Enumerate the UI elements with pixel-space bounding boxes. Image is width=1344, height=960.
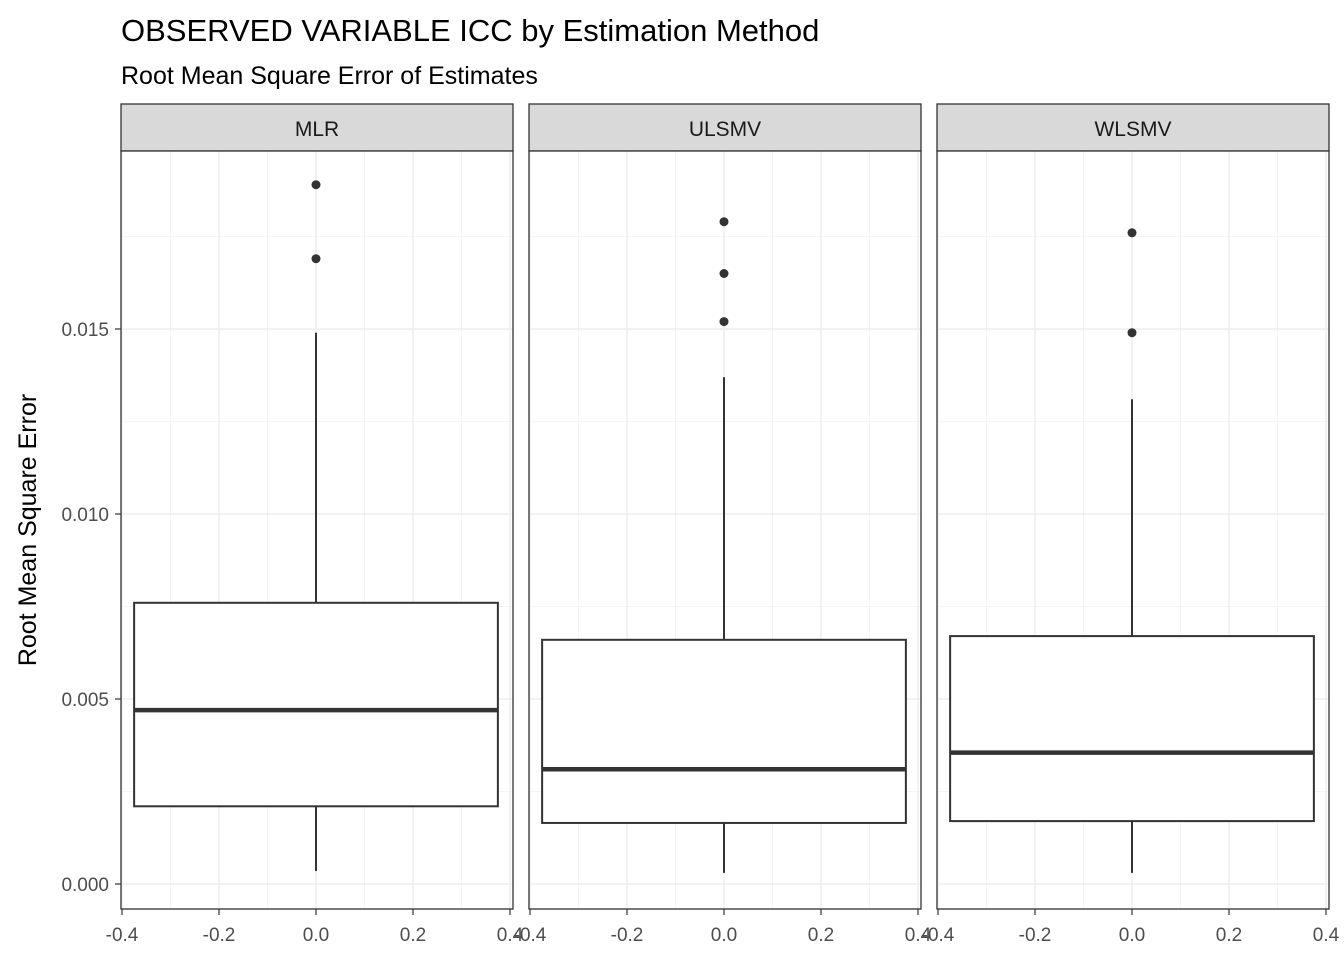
y-tick-label: 0.005: [61, 690, 109, 711]
facet-strip-label: MLR: [295, 118, 339, 141]
x-tick-label: 0.4: [497, 925, 524, 946]
box-iqr: [133, 601, 499, 808]
facet-strip: [936, 103, 1330, 152]
y-tick-label: 0.000: [61, 875, 109, 896]
box-iqr: [541, 638, 907, 824]
x-tick-label: 0.2: [808, 925, 834, 946]
x-tick-label: 0.0: [1119, 925, 1145, 946]
chart-title: OBSERVED VARIABLE ICC by Estimation Meth…: [121, 13, 819, 48]
x-tick-label: -0.2: [203, 925, 236, 946]
outlier-point: [719, 217, 729, 227]
facet-ulsmv: ULSMV -0.4 -0.2 0.0 0.2 0.4: [514, 103, 932, 946]
x-tick-label: -0.4: [922, 925, 955, 946]
facet-strip-label: WLSMV: [1094, 118, 1171, 141]
x-tick-label: -0.2: [611, 925, 644, 946]
y-tick-label: 0.010: [61, 505, 109, 526]
y-axis-label: Root Mean Square Error: [14, 394, 42, 666]
outlier-point: [1127, 328, 1137, 338]
outlier-point: [311, 180, 321, 190]
outlier-point: [719, 317, 729, 327]
x-tick-label: -0.4: [514, 925, 547, 946]
panel-border: [528, 150, 922, 910]
y-tick-label: 0.015: [61, 320, 109, 341]
facet-strip: [120, 103, 514, 152]
x-tick-label: 0.2: [400, 925, 426, 946]
outlier-point: [719, 269, 729, 278]
x-tick-label: 0.2: [1216, 925, 1242, 946]
chart-subtitle: Root Mean Square Error of Estimates: [121, 62, 538, 90]
panel-border: [936, 150, 1330, 910]
x-tick-label: 0.0: [711, 925, 737, 946]
x-tick-label: 0.4: [905, 925, 932, 946]
x-tick-label: -0.4: [106, 925, 139, 946]
x-tick-label: 0.4: [1313, 925, 1340, 946]
outlier-point: [1127, 228, 1137, 238]
outlier-point: [311, 254, 321, 264]
facet-wlsmv: WLSMV -0.4 -0.2 0.0 0.2 0.4: [922, 103, 1340, 946]
panel-border: [120, 150, 514, 910]
facet-strip-label: ULSMV: [689, 118, 761, 141]
facet-mlr: MLR -0.4 -0.2 0.0 0.2 0.4: [106, 103, 524, 946]
facet-strip: [528, 103, 922, 152]
x-tick-label: 0.0: [303, 925, 329, 946]
x-tick-label: -0.2: [1019, 925, 1052, 946]
box-iqr: [949, 635, 1315, 823]
facet-panels: 0.000 0.005 0.010 0.015 MLR -0.4 -0.2 0.0 0.2 0.4…: [61, 103, 1340, 946]
